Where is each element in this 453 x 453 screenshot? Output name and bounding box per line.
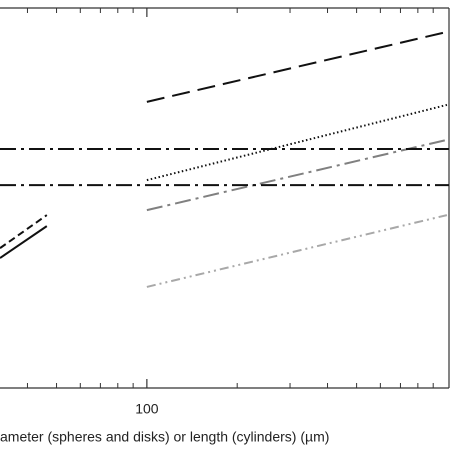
data-line <box>146 138 448 212</box>
x-tick-label: 100 <box>135 401 159 417</box>
data-line <box>146 30 448 103</box>
data-line <box>146 103 448 182</box>
data-line <box>146 214 448 288</box>
data-line <box>0 225 48 259</box>
plot-frame <box>0 7 450 389</box>
data-line <box>0 214 48 249</box>
x-axis-title: ameter (spheres and disks) or length (cy… <box>0 429 329 445</box>
